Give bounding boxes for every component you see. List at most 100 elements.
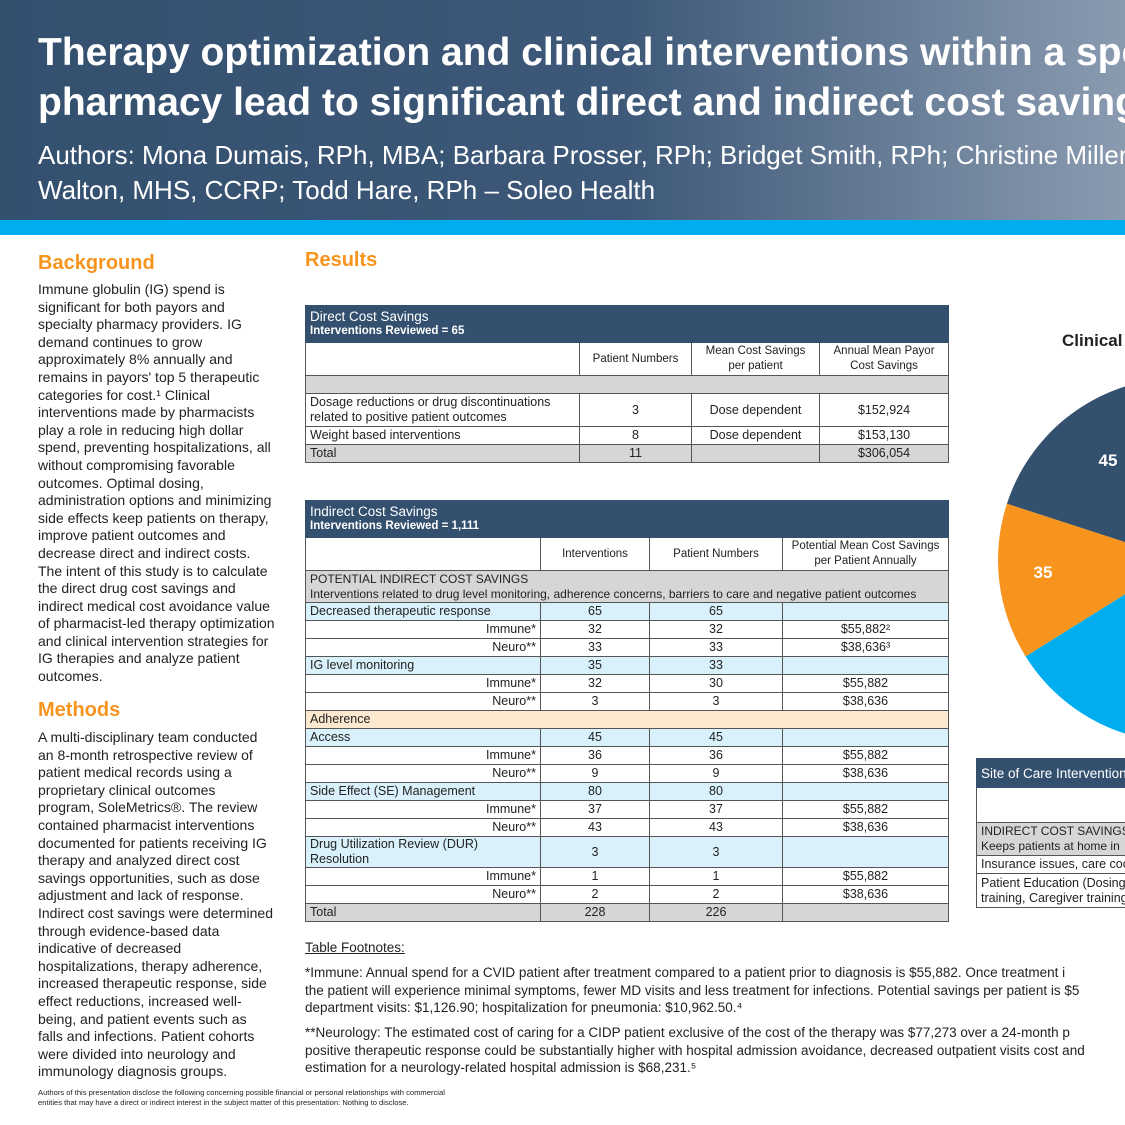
cell-patients: 3 <box>649 836 783 868</box>
table-row: Patient Education (Dosing, training, Care… <box>976 873 1125 908</box>
cell-interventions: 35 <box>540 656 650 675</box>
authors-line-1: Authors: Mona Dumais, RPh, MBA; Barbara … <box>38 140 1125 170</box>
table-row: Immune* 1 1 $55,882 <box>305 867 950 886</box>
cell-interventions: 80 <box>540 782 650 801</box>
row-label: Weight based interventions <box>305 426 580 445</box>
row-label: Drug Utilization Review (DUR) Resolution <box>305 836 541 868</box>
indirect-cost-table: Indirect Cost Savings Interventions Revie… <box>304 500 950 922</box>
cell <box>691 444 820 463</box>
cell: $152,924 <box>818 393 950 427</box>
table-row: Neuro** 33 33 $38,636³ <box>305 638 950 657</box>
cell-savings: $55,882 <box>781 867 950 886</box>
footnote-line: **Neurology: The estimated cost of carin… <box>305 1025 1070 1040</box>
row-line: training, Caregiver training <box>981 890 1125 905</box>
indirect-table-title: Indirect Cost Savings <box>310 504 438 519</box>
section-row: INDIRECT COST SAVINGS Keeps patients at h… <box>976 822 1125 856</box>
cell-savings: $38,636 <box>781 885 950 904</box>
poster-header: Therapy optimization and clinical interv… <box>0 0 1125 220</box>
cell: $306,054 <box>818 444 950 463</box>
cell-savings: $55,882 <box>781 674 950 693</box>
cell-interventions: 228 <box>540 903 650 922</box>
cell-savings: $38,636 <box>781 818 950 837</box>
cell-savings <box>781 656 950 675</box>
cell-patients: 65 <box>649 602 783 621</box>
pie-chart-title: Clinical I <box>1062 331 1125 350</box>
cell-savings <box>781 836 950 868</box>
footnote-neuro: **Neurology: The estimated cost of carin… <box>305 1024 1085 1077</box>
methods-heading: Methods <box>38 699 121 721</box>
pie-chart: 45 35 <box>998 386 1125 734</box>
row-label: Immune* <box>305 800 541 819</box>
row-label: Immune* <box>305 746 541 765</box>
methods-text: A multi-disciplinary team conducted an 8… <box>38 729 273 1080</box>
blank-cell <box>976 787 1125 823</box>
row-label: Side Effect (SE) Management <box>305 782 541 801</box>
title-line-2: pharmacy lead to significant direct and … <box>38 81 1125 124</box>
cell-interventions: 32 <box>540 620 650 639</box>
cell-interventions: 45 <box>540 728 650 747</box>
cell-interventions: 1 <box>540 867 650 886</box>
spacer-row <box>304 375 950 394</box>
row-label: Neuro** <box>305 818 541 837</box>
cell-interventions: 3 <box>540 692 650 711</box>
disclosure-line-2: entities that may have a direct or indir… <box>38 1098 409 1107</box>
pie-slice <box>998 503 1125 657</box>
blank-cell <box>305 342 580 376</box>
table-row: Drug Utilization Review (DUR) Resolution… <box>305 836 950 868</box>
row-line: Patient Education (Dosing, <box>981 875 1125 890</box>
blank-cell <box>305 537 541 571</box>
cell-patients: 32 <box>649 620 783 639</box>
cell-interventions: 37 <box>540 800 650 819</box>
section-row: POTENTIAL INDIRECT COST SAVINGS Intervent… <box>304 570 950 603</box>
pie-slice <box>1025 594 1125 734</box>
cell-savings <box>781 782 950 801</box>
table-row: Decreased therapeutic response 65 65 <box>305 602 950 621</box>
cell-savings <box>781 602 950 621</box>
table-row: Access 45 45 <box>305 728 950 747</box>
footnote-line: the patient will experience minimal symp… <box>305 982 1080 998</box>
table-row: Neuro** 3 3 $38,636 <box>305 692 950 711</box>
table-row: Dosage reductions or drug discontinuatio… <box>305 393 950 427</box>
section-title: POTENTIAL INDIRECT COST SAVINGS <box>310 571 529 586</box>
direct-cost-table: Direct Cost Savings Interventions Reviewe… <box>304 305 950 463</box>
cell-interventions: 3 <box>540 836 650 868</box>
cell-savings: $38,636 <box>781 764 950 783</box>
pie-slice <box>1006 386 1125 543</box>
direct-table-header: Direct Cost Savings Interventions Reviewe… <box>304 305 950 343</box>
cell: 3 <box>579 393 692 427</box>
row-label: Neuro** <box>305 764 541 783</box>
results-heading: Results <box>305 249 378 271</box>
footnote-line: estimation for a neurology-related hospi… <box>305 1060 697 1075</box>
column-header: Mean Cost Savings per patient <box>691 342 820 376</box>
cell-patients: 36 <box>649 746 783 765</box>
footnotes-heading: Table Footnotes: <box>305 940 405 955</box>
cell-patients: 2 <box>649 885 783 904</box>
indirect-table-subtitle: Interventions Reviewed = 1,111 <box>310 520 480 532</box>
cell-savings: $38,636³ <box>781 638 950 657</box>
row-label: Immune* <box>305 620 541 639</box>
row-label: Total <box>305 444 580 463</box>
site-of-care-table: Site of Care Intervention INDIRECT COST … <box>976 758 1125 908</box>
table-row: Immune* 32 30 $55,882 <box>305 674 950 693</box>
table-row: IG level monitoring 35 33 <box>305 656 950 675</box>
table-row: Insurance issues, care coor <box>976 855 1125 874</box>
cell: Dose dependent <box>691 426 820 445</box>
table-row: Adherence <box>304 710 950 729</box>
pie-slice-label: 45 <box>1099 451 1118 470</box>
row-label: Dosage reductions or drug discontinuatio… <box>305 393 580 427</box>
column-header: Interventions <box>540 537 650 571</box>
footnote-line: *Immune: Annual spend for a CVID patient… <box>305 965 1066 980</box>
direct-table-title: Direct Cost Savings <box>310 309 429 324</box>
row-label: Immune* <box>305 674 541 693</box>
cell-savings: $55,882 <box>781 800 950 819</box>
authors: Authors: Mona Dumais, RPh, MBA; Barbara … <box>38 138 1125 208</box>
row-label: Neuro** <box>305 638 541 657</box>
poster-title: Therapy optimization and clinical interv… <box>38 28 1125 128</box>
table-row: Neuro** 9 9 $38,636 <box>305 764 950 783</box>
cell-patients: 33 <box>649 656 783 675</box>
section-description: Interventions related to drug level moni… <box>310 586 917 601</box>
column-header: Potential Mean Cost Savings per Patient … <box>781 537 950 571</box>
section-description: Keeps patients at home in <box>981 839 1120 853</box>
site-of-care-title: Site of Care Intervention <box>976 758 1125 788</box>
cell-savings <box>781 903 950 922</box>
